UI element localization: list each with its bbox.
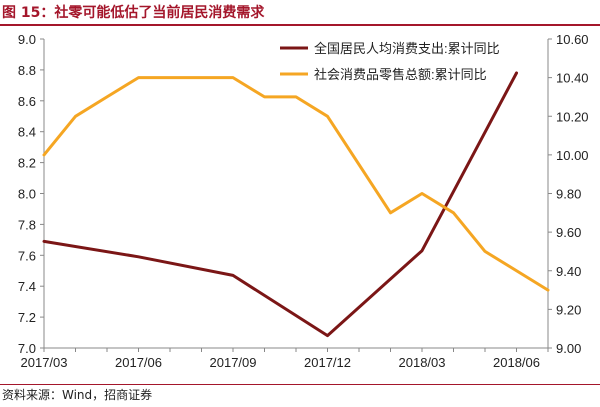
y-left-tick-label: 7.4 [18, 279, 36, 294]
series-line-1 [42, 71, 518, 338]
y-right-tick-label: 9.80 [556, 187, 581, 202]
y-right-tick-label: 10.20 [556, 109, 589, 124]
source-divider [0, 384, 600, 385]
y-left-tick-label: 8.6 [18, 94, 36, 109]
x-tick-label: 2018/03 [399, 355, 446, 370]
y-left-tick-label: 8.2 [18, 156, 36, 171]
y-left-tick-label: 7.2 [18, 310, 36, 325]
y-right-tick-label: 10.40 [556, 71, 589, 86]
y-right-tick-label: 9.60 [556, 225, 581, 240]
legend-label-2: 社会消费品零售总额:累计同比 [314, 67, 487, 82]
y-left-tick-label: 8.8 [18, 63, 36, 78]
x-tick-label: 2018/06 [493, 355, 540, 370]
figure-title: 图 15：社零可能低估了当前居民消费需求 [2, 5, 265, 21]
series-line-2 [42, 76, 550, 292]
y-left-tick-label: 7.8 [18, 217, 36, 232]
line-chart: 7.0 7.2 7.4 7.6 7.8 8.0 8.2 8.4 8.6 8.8 9.0 9.00 9.2… [18, 32, 589, 370]
source-note: 资料来源：Wind，招商证券 [2, 388, 153, 402]
y-left-tick-label: 7.6 [18, 248, 36, 263]
x-tick-label: 2017/06 [115, 355, 162, 370]
legend-label-1: 全国居民人均消费支出:累计同比 [314, 41, 500, 56]
y-left-tick-label: 8.4 [18, 125, 36, 140]
x-tick-label: 2017/03 [21, 355, 68, 370]
figure-title-bar: 图 15：社零可能低估了当前居民消费需求 [0, 0, 600, 26]
x-tick-label: 2017/12 [304, 355, 351, 370]
title-divider [0, 24, 600, 26]
y-left-tick-label: 9.0 [18, 32, 36, 47]
y-left-tick-label: 7.0 [18, 341, 36, 356]
y-left-tick-label: 8.0 [18, 187, 36, 202]
y-right-tick-label: 10.00 [556, 148, 589, 163]
y-right-tick-label: 9.20 [556, 302, 581, 317]
y-right-tick-label: 10.60 [556, 32, 589, 47]
y-right-tick-label: 9.40 [556, 264, 581, 279]
y-right-tick-label: 9.00 [556, 341, 581, 356]
x-tick-label: 2017/09 [210, 355, 257, 370]
